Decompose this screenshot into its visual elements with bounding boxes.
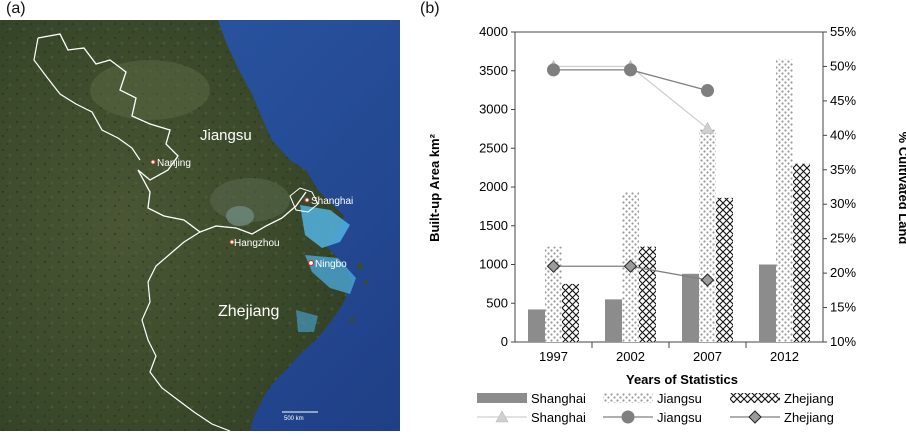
zhejiang-border — [141, 231, 231, 431]
y-tick-label: 4000 — [479, 24, 508, 39]
y2-tick-label: 25% — [830, 231, 856, 246]
hangzhou-marker — [229, 239, 235, 245]
bar-zhejiang — [562, 283, 579, 342]
point-jiangsu — [701, 84, 714, 98]
bar-shanghai — [682, 273, 699, 342]
legend-label-bar-zhejiang: Zhejiang — [784, 391, 834, 406]
bar-jiangsu — [545, 246, 562, 342]
y-tick-label: 1500 — [479, 218, 508, 233]
legend-label-bar-shanghai: Shanghai — [531, 391, 586, 406]
coastal-shallows — [296, 310, 318, 332]
y2-tick-label: 15% — [830, 300, 856, 315]
y-tick-label: 2000 — [479, 179, 508, 194]
y-tick-label: 1000 — [479, 257, 508, 272]
coastal-shallows — [305, 255, 356, 294]
bar-shanghai — [759, 264, 776, 342]
y-tick-label: 3500 — [479, 63, 508, 78]
point-shanghai — [700, 121, 715, 134]
city-label-shanghai: Shanghai — [311, 196, 353, 207]
legend-label-bar-jiangsu: Jiangsu — [657, 391, 702, 406]
legend-marker-jiangsu — [621, 410, 635, 424]
shanghai-marker — [304, 197, 310, 203]
y2-tick-label: 10% — [830, 334, 856, 349]
x-tick-label: 2002 — [616, 349, 645, 364]
legend-swatch-bar-zhejiang — [730, 393, 780, 403]
x-axis-label: Years of Statistics — [626, 372, 738, 387]
y2-tick-label: 45% — [830, 93, 856, 108]
lake-taihu — [226, 206, 254, 226]
terrain-texture — [0, 20, 352, 431]
legend-marker-zhejiang — [748, 410, 762, 424]
legend-marker-shanghai — [495, 410, 509, 423]
bar-line-chart: 0 500 1000 1500 2000 2500 3000 3500 4000 10% 15% 20… — [427, 24, 906, 425]
shanghai-border — [289, 187, 319, 213]
x-tick-label: 2007 — [693, 349, 722, 364]
point-zhejiang — [623, 259, 638, 273]
jiangsu-border — [37, 33, 307, 235]
y2-tick-label: 20% — [830, 265, 856, 280]
point-zhejiang — [546, 259, 561, 273]
bar-jiangsu — [776, 59, 793, 342]
chart-panel: 0 500 1000 1500 2000 2500 3000 3500 4000 10% 15% 20… — [415, 0, 906, 431]
island — [349, 317, 355, 323]
y2-tick-label: 30% — [830, 196, 856, 211]
jiangsu-west-border — [33, 37, 141, 161]
y-tick-label: 2500 — [479, 140, 508, 155]
legend: Shanghai Jiangsu Zhejiang Shanghai Jiangsu Zh… — [477, 391, 834, 425]
y2-tick-label: 35% — [830, 162, 856, 177]
bar-shanghai — [605, 299, 622, 342]
y2-axis-label: % Cultivated Land — [896, 132, 906, 245]
point-jiangsu — [624, 63, 637, 77]
legend-swatch-bar-shanghai — [477, 393, 527, 403]
plain-area — [90, 60, 210, 120]
y2-tick-label: 50% — [830, 58, 856, 73]
city-label-hangzhou: Hangzhou — [234, 238, 280, 249]
island — [364, 280, 368, 284]
bar-shanghai — [528, 309, 545, 342]
point-jiangsu — [547, 63, 560, 77]
panel-b-label: (b) — [420, 0, 440, 17]
city-label-nanjing: Nanjing — [157, 158, 191, 169]
legend-label-line-shanghai: Shanghai — [531, 410, 586, 425]
panel-a-label: (a) — [6, 0, 26, 17]
map-canvas: Jiangsu Zhejiang Nanjing Shanghai Hangzh… — [0, 20, 400, 431]
y2-tick-label: 55% — [830, 24, 856, 39]
y-tick-label: 500 — [486, 295, 508, 310]
city-label-ningbo: Ningbo — [315, 259, 347, 270]
coastal-shallows — [300, 205, 350, 248]
bar-jiangsu — [699, 129, 716, 342]
bar-zhejiang — [639, 246, 656, 342]
y-tick-label: 3000 — [479, 102, 508, 117]
satellite-map: Jiangsu Zhejiang Nanjing Shanghai Hangzh… — [0, 20, 400, 431]
bar-zhejiang — [793, 163, 810, 342]
x-tick-label: 2012 — [770, 349, 799, 364]
point-zhejiang — [700, 273, 715, 287]
y-tick-label: 0 — [501, 334, 508, 349]
region-label-jiangsu: Jiangsu — [200, 127, 252, 144]
bar-zhejiang — [716, 197, 733, 342]
region-label-zhejiang: Zhejiang — [218, 303, 279, 320]
legend-label-line-jiangsu: Jiangsu — [657, 410, 702, 425]
legend-swatch-bar-jiangsu — [603, 393, 653, 403]
nanjing-marker — [150, 159, 156, 165]
legend-label-line-zhejiang: Zhejiang — [784, 410, 834, 425]
island — [357, 263, 363, 269]
ningbo-marker — [307, 259, 315, 267]
y-axis-label: Built-up Area km² — [427, 133, 442, 242]
scale-label: 500 km — [284, 416, 304, 422]
x-tick-label: 1997 — [539, 349, 568, 364]
y2-tick-label: 40% — [830, 127, 856, 142]
